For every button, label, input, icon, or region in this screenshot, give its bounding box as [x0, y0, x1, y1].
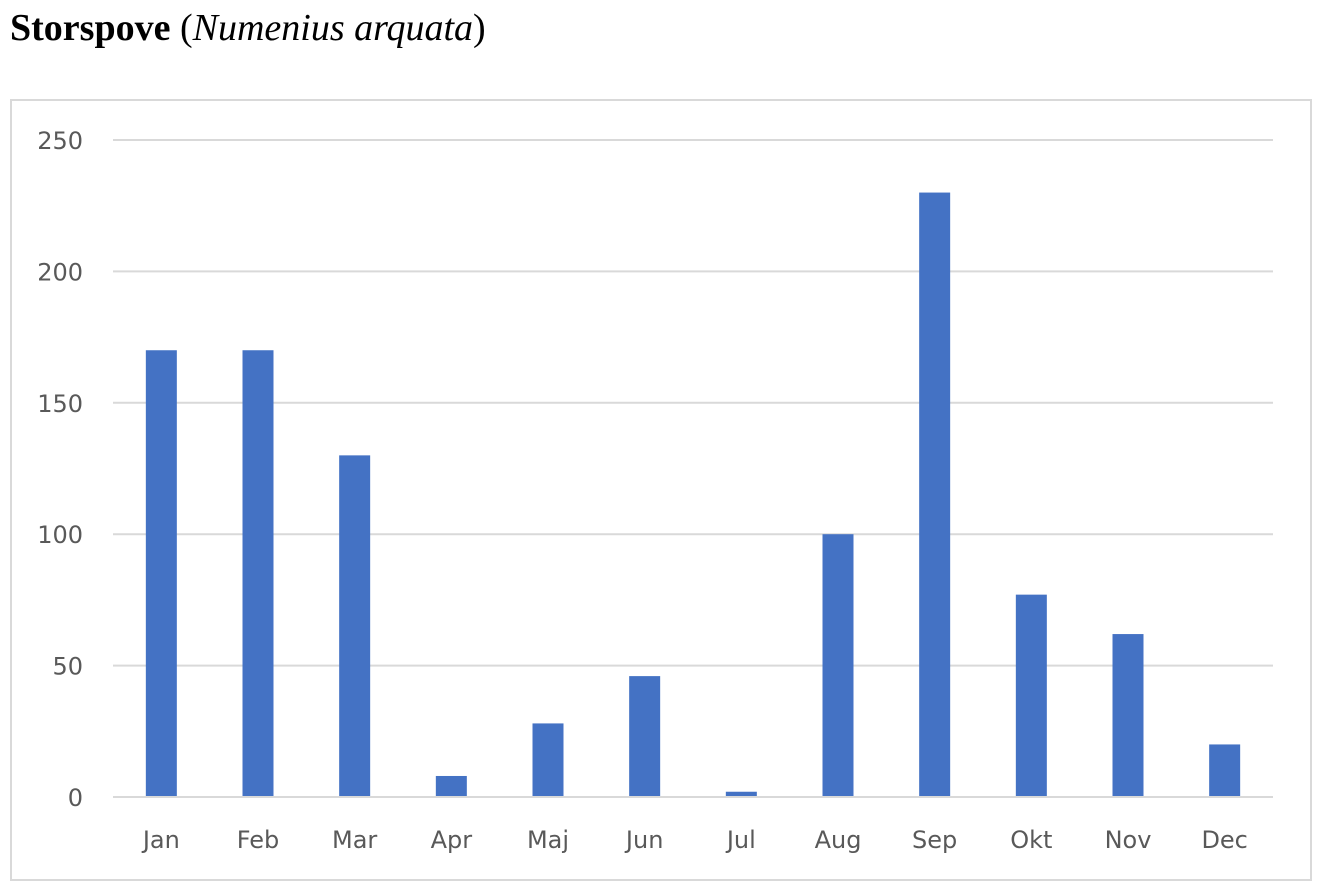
- bar-dec: [1209, 744, 1241, 797]
- x-tick-label: Jul: [725, 826, 756, 854]
- bar-mar: [339, 455, 371, 797]
- y-tick-label: 150: [37, 390, 83, 418]
- title-common-name: Storspove: [10, 7, 171, 49]
- title-latin-name: Numenius arquata: [192, 7, 474, 49]
- title-paren-open: (: [170, 7, 193, 49]
- bar-apr: [435, 775, 467, 797]
- y-tick-label: 0: [68, 784, 83, 812]
- bar-feb: [242, 350, 274, 797]
- x-tick-label: Aug: [815, 826, 862, 854]
- chart-area: [10, 99, 1312, 881]
- y-tick-label: 50: [52, 653, 83, 681]
- x-tick-label: Nov: [1105, 826, 1152, 854]
- bar-jun: [629, 676, 661, 797]
- y-tick-labels: 0 50 100 150 200 250: [37, 127, 83, 812]
- x-tick-label: Apr: [431, 826, 473, 854]
- bar-maj: [532, 723, 564, 797]
- x-tick-label: Jun: [624, 826, 664, 854]
- title-paren-close: ): [473, 7, 486, 49]
- gridlines: [113, 139, 1273, 667]
- y-tick-label: 100: [37, 521, 83, 549]
- y-tick-label: 200: [37, 258, 83, 286]
- x-tick-label: Dec: [1201, 826, 1247, 854]
- bars: [145, 192, 1241, 797]
- x-tick-label: Sep: [912, 826, 957, 854]
- x-tick-label: Jan: [141, 826, 180, 854]
- bar-aug: [822, 534, 854, 797]
- x-tick-label: Mar: [332, 826, 377, 854]
- bar-sep: [919, 192, 951, 797]
- x-tick-labels: Jan Feb Mar Apr Maj Jun Jul Aug Sep Okt Nov Dec: [141, 826, 1248, 854]
- x-tick-label: Maj: [527, 826, 569, 854]
- bar-nov: [1112, 634, 1144, 797]
- x-tick-label: Feb: [237, 826, 280, 854]
- x-tick-label: Okt: [1010, 826, 1052, 854]
- chart-title: Storspove (Numenius arquata): [10, 4, 486, 52]
- bar-jul: [725, 791, 757, 797]
- bar-okt: [1015, 594, 1047, 797]
- bar-jan: [145, 350, 177, 797]
- y-tick-label: 250: [37, 127, 83, 155]
